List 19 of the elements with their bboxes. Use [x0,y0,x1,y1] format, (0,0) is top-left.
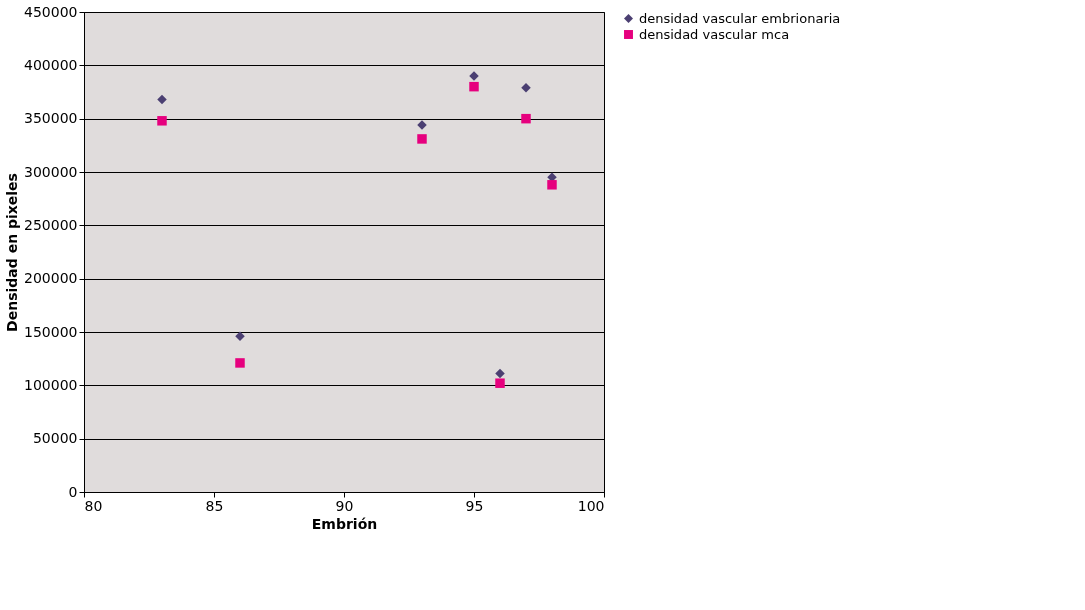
x-tick-label: 85 [205,497,224,514]
x-axis-title: Embrión [311,515,378,532]
x-tick-label: 90 [335,497,354,514]
y-tick-label: 200000 [24,270,78,287]
y-tick-label: 350000 [24,110,78,127]
x-tick-label: 95 [465,497,484,514]
y-tick-label: 100000 [24,376,78,393]
y-tick-label: 450000 [24,3,78,20]
y-tick-label: 400000 [24,56,78,73]
x-tick-label: 100 [577,497,605,514]
y-axis-title: Densidad en pixeles [4,173,21,332]
y-tick-label: 0 [68,483,78,500]
legend-label: densidad vascular mca [639,26,790,42]
y-tick-label: 150000 [24,323,78,340]
y-tick-label: 50000 [32,430,78,447]
y-tick-label: 250000 [24,216,78,233]
x-tick-label: 80 [84,497,103,514]
y-tick-label: 300000 [24,163,78,180]
legend-label: densidad vascular embrionaria [639,10,841,26]
